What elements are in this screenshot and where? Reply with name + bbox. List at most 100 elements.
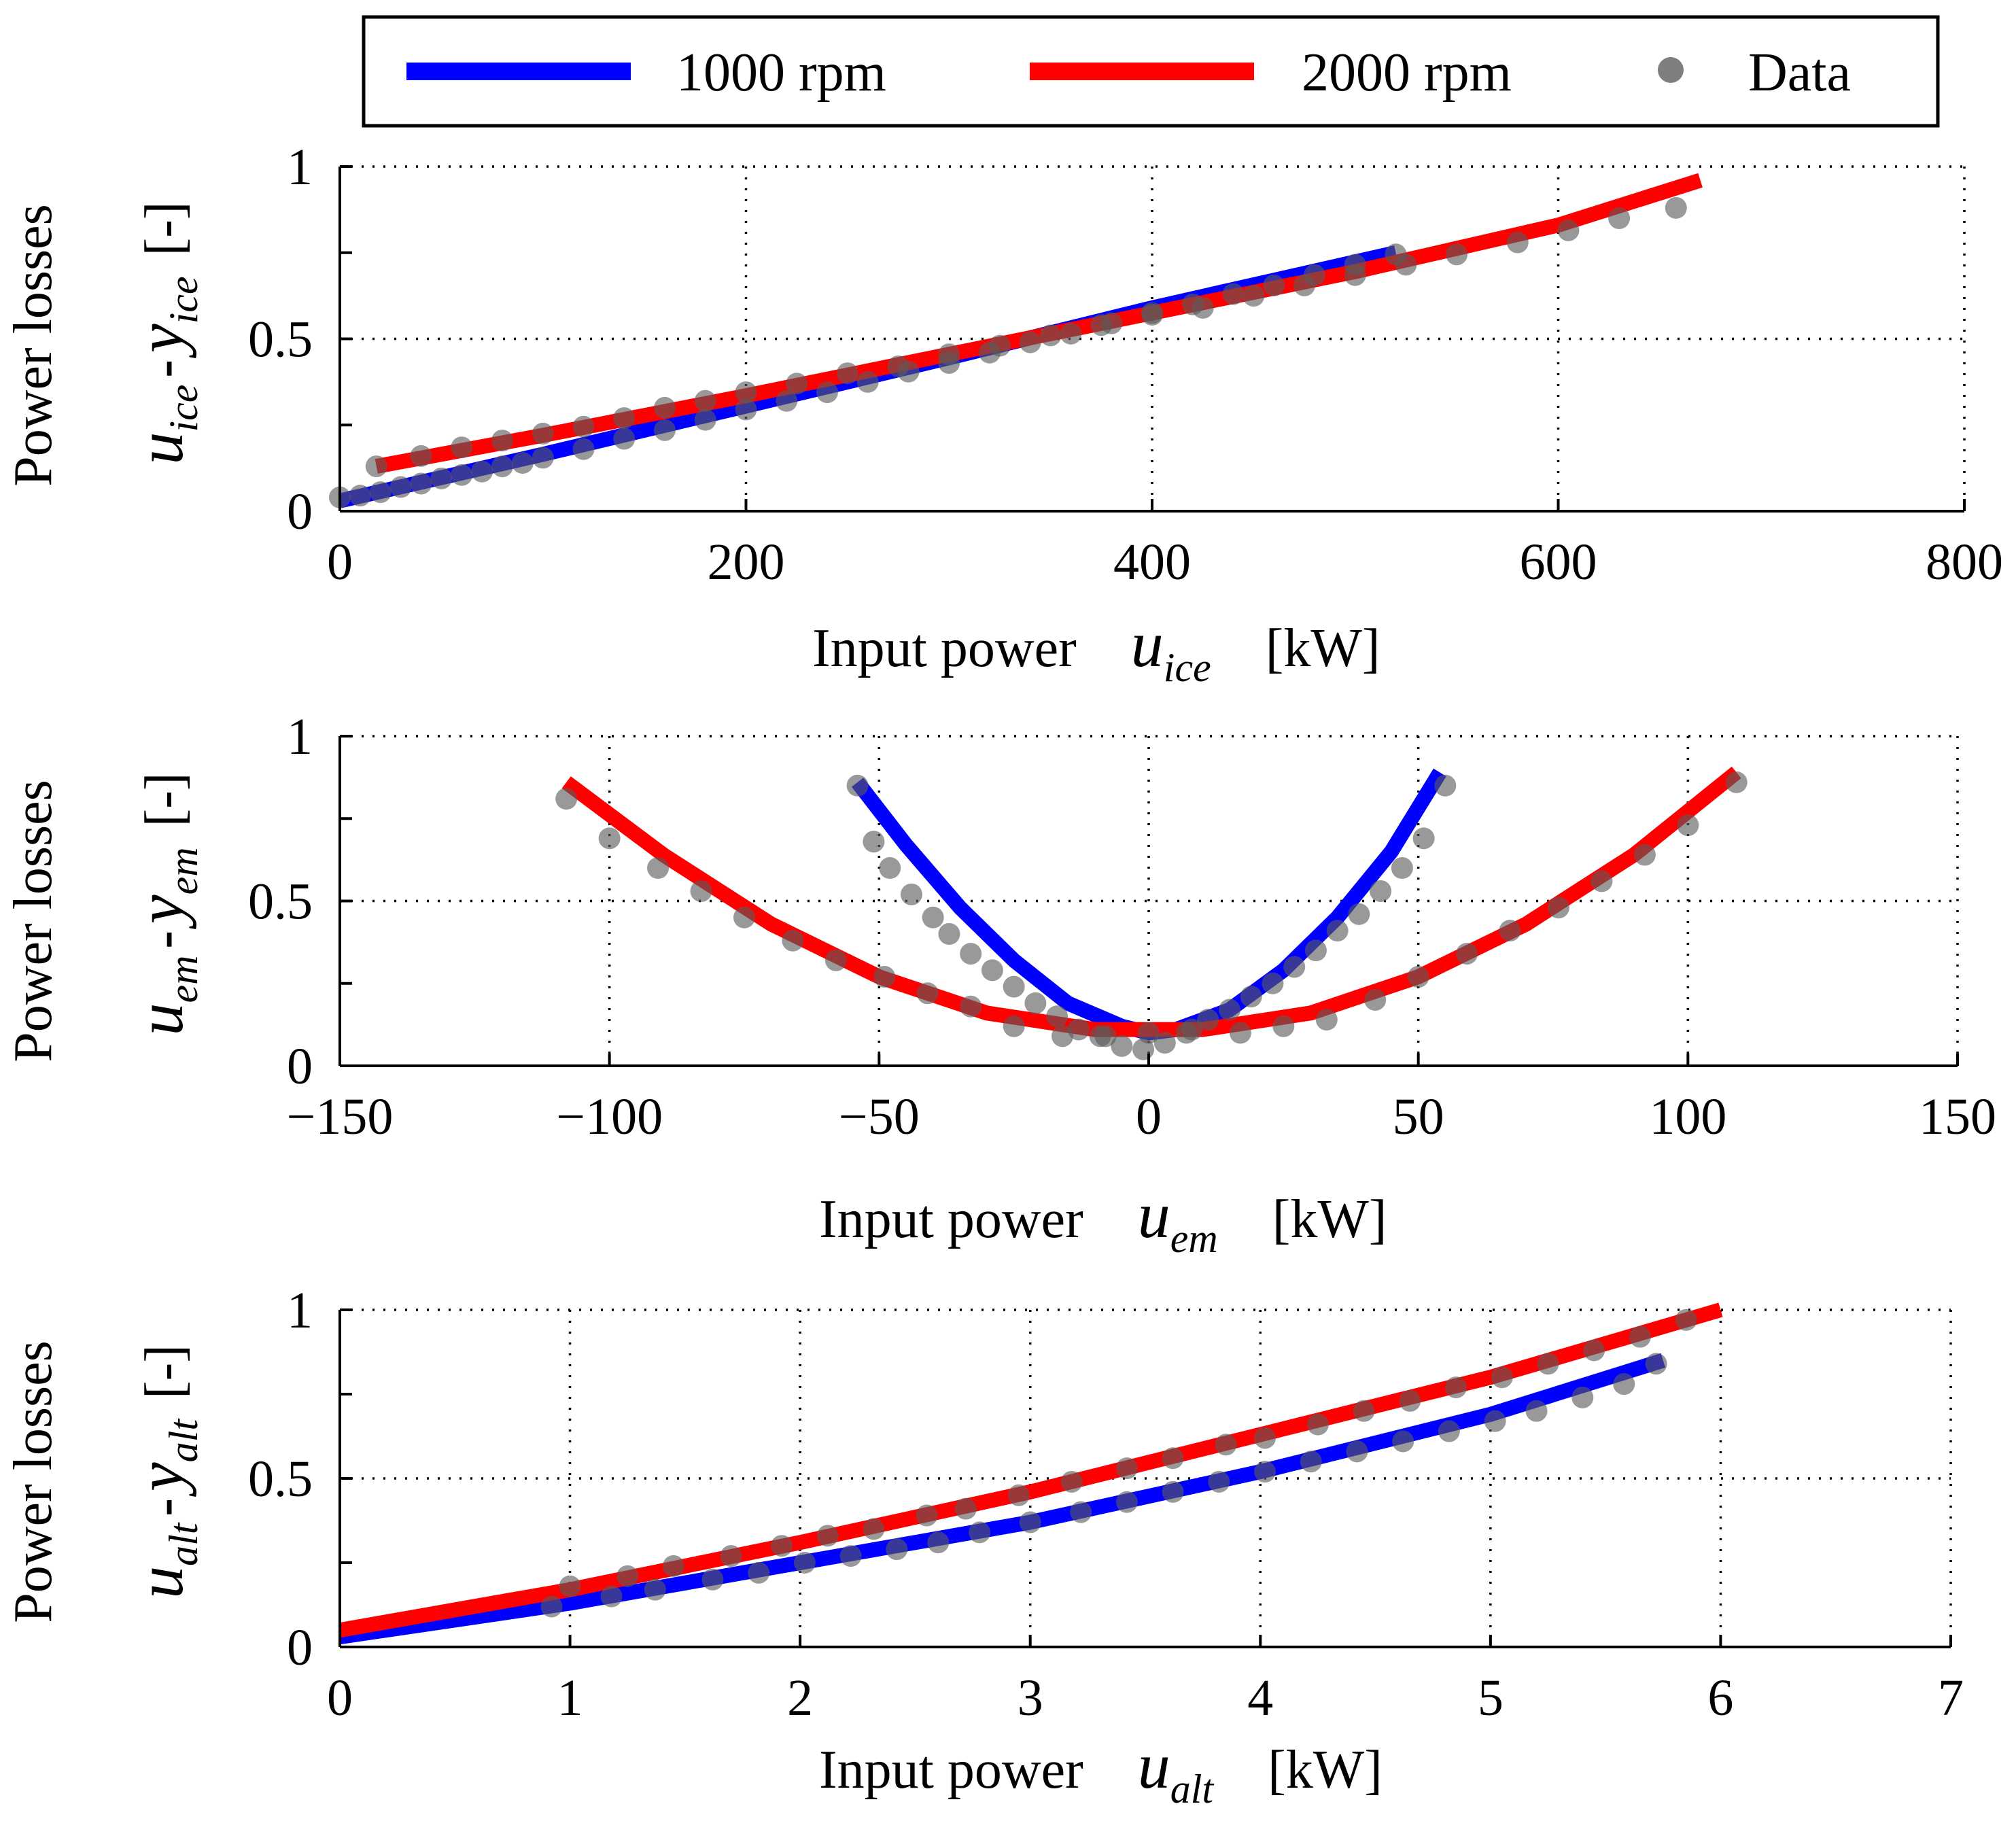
data-point <box>1434 774 1457 797</box>
y-axis-label: uem-yem[-] <box>124 772 206 1035</box>
data-point <box>988 334 1011 357</box>
data-point <box>1181 1018 1203 1041</box>
data-point <box>1283 956 1306 978</box>
data-point <box>451 436 473 459</box>
data-point <box>916 982 939 1005</box>
y-tick-label: 0 <box>287 1619 313 1676</box>
data-point <box>1039 324 1062 347</box>
data-point <box>1353 1400 1375 1422</box>
data-point <box>1395 254 1417 276</box>
data-point <box>1446 243 1468 266</box>
data-point <box>1052 1025 1074 1047</box>
y-tick-label: 1 <box>287 1282 313 1339</box>
data-point <box>1506 231 1529 254</box>
legend-label-2000rpm: 2000 rpm <box>1302 43 1512 103</box>
x-axis-label: Input power ualt [kW] <box>819 1729 1383 1815</box>
data-point <box>1326 920 1349 942</box>
data-point <box>771 1535 793 1557</box>
data-point <box>1525 1400 1548 1422</box>
data-point <box>856 370 879 393</box>
y-axis-label: ualt-yalt[-] <box>124 1345 206 1599</box>
data-point <box>960 943 982 965</box>
data-point <box>1392 1430 1414 1453</box>
data-point <box>1046 1005 1068 1028</box>
x-tick-label: 1 <box>557 1669 583 1727</box>
data-point <box>1024 992 1047 1014</box>
y-tick-label: 1 <box>287 139 313 196</box>
data-point <box>1003 975 1025 998</box>
x-axis-label: Input power uice [kW] <box>812 608 1380 693</box>
x-tick-label: 100 <box>1649 1088 1726 1145</box>
data-point <box>1315 1009 1338 1031</box>
data-point <box>900 883 922 905</box>
x-tick-label: −150 <box>287 1088 394 1145</box>
data-point <box>532 422 554 445</box>
data-point <box>1162 1447 1184 1470</box>
data-point <box>1060 1470 1083 1493</box>
data-point <box>1725 771 1748 793</box>
data-point <box>1111 1035 1133 1057</box>
data-point <box>1591 870 1613 892</box>
data-point <box>1571 1386 1594 1408</box>
data-point <box>1344 264 1366 286</box>
data-point <box>644 1578 666 1601</box>
data-point <box>1300 1451 1322 1473</box>
data-point <box>960 995 982 1018</box>
data-point <box>600 1585 623 1608</box>
data-point <box>733 906 755 929</box>
data-point <box>1370 880 1392 902</box>
data-point <box>365 455 387 478</box>
data-point <box>1557 219 1580 241</box>
data-point <box>690 880 712 902</box>
x-tick-label: 0 <box>327 1669 353 1727</box>
y-tick-label: 0.5 <box>248 1451 313 1508</box>
data-point <box>532 447 554 469</box>
data-point <box>1412 827 1435 850</box>
legend: 1000 rpm 2000 rpm Data <box>362 15 1940 128</box>
y-axis-title: Power losses <box>3 204 63 487</box>
legend-label-data: Data <box>1748 43 1851 103</box>
subplot-alt: 0 1 2 3 4 5 6 7 0 0.5 1 Input power ualt [kW] Powe… <box>3 1282 1964 1815</box>
data-point <box>410 472 432 495</box>
data-point <box>572 438 595 460</box>
data-point <box>1138 1022 1160 1044</box>
data-point <box>540 1595 563 1618</box>
data-point <box>694 409 716 431</box>
data-point <box>1007 1484 1030 1506</box>
x-tick-label: −100 <box>556 1088 663 1145</box>
data-point <box>776 389 798 412</box>
data-point <box>786 372 808 395</box>
x-tick-label: 6 <box>1707 1669 1733 1727</box>
data-point <box>1391 857 1413 879</box>
data-point <box>1364 989 1387 1011</box>
y-axis-title: Power losses <box>3 780 63 1062</box>
data-point <box>1208 1470 1230 1493</box>
x-axis-label: Input power uem [kW] <box>819 1179 1387 1264</box>
data-point <box>1229 1022 1251 1044</box>
x-tick-label: −50 <box>839 1088 920 1145</box>
data-point <box>616 1565 639 1587</box>
data-point <box>954 1497 977 1520</box>
data-point <box>1240 986 1262 1008</box>
data-point <box>1306 1413 1329 1436</box>
data-point <box>1407 966 1429 988</box>
data-point <box>1115 1457 1138 1480</box>
x-tick-label: 400 <box>1113 534 1191 591</box>
data-point <box>1215 1434 1237 1456</box>
data-point <box>1254 1461 1276 1483</box>
y-tick-label: 1 <box>287 708 313 765</box>
y-axis-label: uice-yice[-] <box>124 201 206 464</box>
data-point <box>1219 999 1240 1021</box>
data-point <box>1583 1339 1605 1362</box>
data-point <box>1254 1427 1276 1449</box>
x-tick-label: 0 <box>327 534 353 591</box>
data-point <box>916 1504 938 1527</box>
data-point <box>451 464 473 486</box>
subplot-ice: 0 200 400 600 800 0 0.5 1 Input power uice [kW]… <box>3 139 2003 693</box>
data-point <box>922 906 944 929</box>
data-point <box>887 355 909 378</box>
data-point <box>1197 1009 1219 1031</box>
x-tick-label: 5 <box>1478 1669 1504 1727</box>
data-point <box>1070 1501 1092 1523</box>
